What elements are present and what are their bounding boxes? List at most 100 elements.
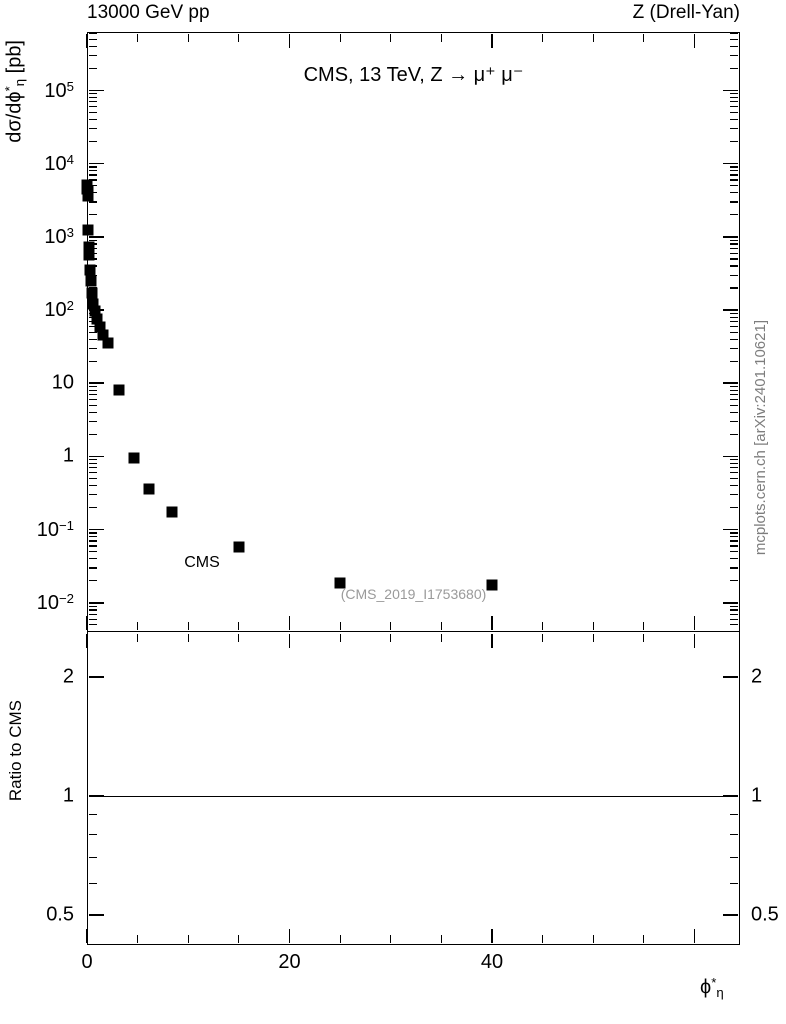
axis-tick: [730, 106, 739, 108]
axis-tick: [730, 192, 739, 194]
axis-tick: [238, 33, 240, 42]
axis-tick: [730, 338, 739, 340]
axis-tick: [88, 404, 97, 406]
axis-tick: [723, 914, 739, 916]
axis-tick: [730, 201, 739, 203]
data-point-marker: [166, 506, 178, 518]
axis-tick: [730, 243, 739, 245]
axis-tick: [643, 633, 645, 642]
main-plot-panel: [87, 32, 740, 632]
data-point-marker: [334, 577, 346, 589]
axis-tick: [288, 616, 291, 631]
axis-tick: [730, 536, 739, 538]
axis-tick: [730, 558, 739, 560]
axis-tick: [88, 338, 97, 340]
axis-tick: [730, 394, 739, 396]
axis-tick: [88, 162, 104, 165]
axis-tick: [730, 613, 739, 615]
axis-tick: [730, 813, 739, 815]
axis-tick: [723, 676, 739, 678]
axis-tick: [88, 462, 97, 465]
axis-tick: [88, 602, 104, 604]
axis-tick: [137, 633, 139, 642]
axis-tick: [730, 624, 739, 626]
axis-tick: [88, 170, 97, 172]
axis-tick: [592, 935, 594, 944]
axis-tick: [693, 929, 696, 944]
axis-tick: [88, 360, 97, 362]
axis-tick: [88, 551, 97, 553]
ratio-y-tick-label: 0.5: [46, 903, 74, 926]
axis-tick: [88, 97, 97, 99]
axis-tick: [723, 89, 739, 92]
axis-tick: [730, 67, 739, 70]
axis-tick: [88, 389, 97, 391]
axis-tick: [730, 420, 739, 423]
axis-tick: [88, 420, 97, 423]
axis-tick: [730, 532, 739, 534]
axis-tick: [88, 179, 97, 181]
axis-tick: [730, 141, 739, 143]
axis-tick: [88, 93, 97, 95]
axis-tick: [730, 265, 739, 267]
axis-tick: [592, 633, 594, 642]
axis-tick: [723, 236, 739, 238]
ratio-y-tick-label-right: 0.5: [751, 903, 779, 926]
axis-tick: [723, 382, 739, 385]
axis-tick: [88, 856, 97, 858]
data-point-marker: [86, 287, 98, 299]
axis-tick: [88, 676, 104, 678]
axis-tick: [88, 236, 104, 238]
axis-tick: [643, 622, 645, 631]
axis-tick: [440, 622, 442, 631]
axis-tick: [88, 174, 97, 176]
axis-tick: [730, 360, 739, 362]
axis-tick: [440, 935, 442, 944]
data-point-marker: [97, 329, 109, 341]
data-point-marker: [89, 305, 101, 317]
axis-tick: [730, 316, 739, 318]
axis-tick: [643, 33, 645, 42]
axis-tick: [339, 622, 341, 631]
axis-tick: [88, 605, 97, 607]
axis-tick: [592, 33, 594, 42]
axis-tick: [88, 833, 97, 835]
data-point-marker: [143, 483, 155, 495]
axis-tick: [88, 386, 97, 388]
axis-tick: [730, 856, 739, 858]
axis-tick: [88, 166, 97, 168]
axis-tick: [88, 394, 97, 396]
axis-tick: [730, 459, 739, 461]
axis-tick: [730, 609, 739, 611]
axis-tick: [238, 935, 240, 944]
axis-tick: [88, 32, 97, 35]
axis-tick: [730, 111, 739, 114]
axis-tick: [88, 540, 97, 542]
axis-tick: [730, 45, 739, 48]
axis-tick: [730, 398, 739, 401]
axis-tick: [730, 386, 739, 388]
axis-tick: [88, 618, 97, 620]
axis-tick: [730, 252, 739, 254]
ratio-y-tick-labels-right: 2 1 0.5: [745, 0, 786, 1024]
axis-tick: [339, 33, 341, 42]
axis-tick: [693, 33, 696, 48]
axis-tick: [730, 325, 739, 327]
axis-tick: [541, 935, 544, 944]
data-point-marker: [83, 249, 95, 261]
axis-tick: [730, 128, 739, 130]
axis-tick: [88, 536, 97, 538]
axis-tick: [339, 935, 341, 944]
axis-tick: [730, 467, 739, 469]
axis-tick: [137, 935, 139, 944]
axis-tick: [730, 287, 739, 289]
ratio-y-tick-labels: 2 1 0.5: [0, 0, 82, 1024]
data-point-marker: [94, 321, 106, 333]
axis-tick: [288, 33, 291, 48]
axis-tick: [88, 580, 97, 582]
axis-tick: [88, 214, 97, 216]
axis-tick: [723, 162, 739, 165]
ratio-unity-line: [88, 796, 739, 798]
axis-tick: [88, 433, 97, 436]
